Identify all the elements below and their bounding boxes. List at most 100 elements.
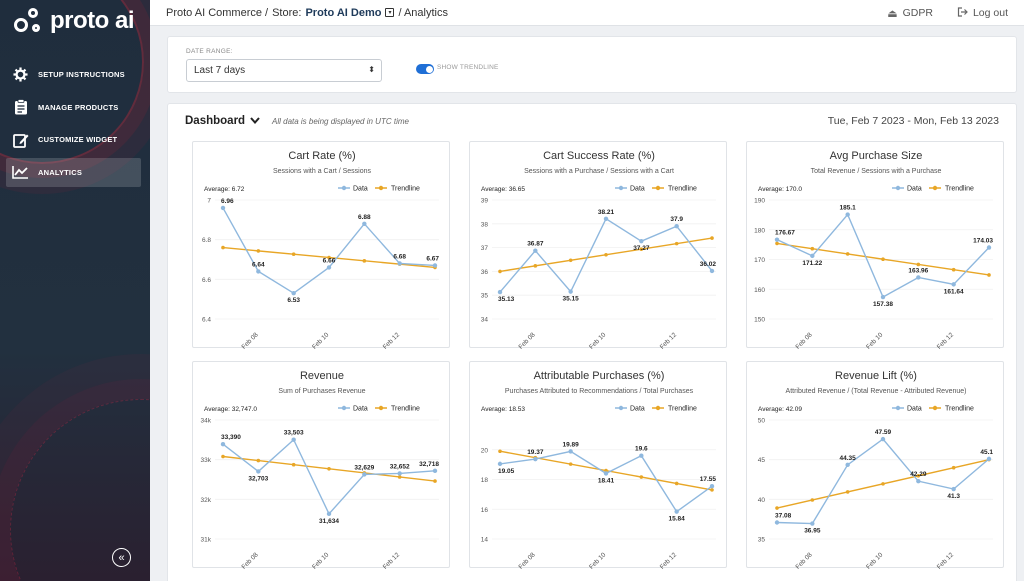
data-point[interactable] <box>220 441 226 447</box>
x-tick-label: Feb 08 <box>794 331 814 349</box>
breadcrumb-store[interactable]: Proto AI Demo <box>305 6 382 19</box>
trend-point <box>674 481 679 486</box>
y-tick-label: 6.4 <box>202 317 211 324</box>
dashboard-title[interactable]: Dashboard <box>185 115 260 127</box>
legend-trend-label: Trendline <box>668 406 697 413</box>
trend-point <box>639 475 644 479</box>
data-point[interactable] <box>639 238 644 244</box>
chart-avg-purchase-size: Avg Purchase Size Total Revenue / Session… <box>746 141 1004 349</box>
legend-trend-marker <box>932 185 938 191</box>
breadcrumb-app[interactable]: Proto AI Commerce / <box>166 6 269 19</box>
data-point[interactable] <box>951 486 956 492</box>
store-dropdown-icon[interactable]: ▾ <box>385 8 395 17</box>
chart-legend[interactable]: Data Trendline <box>338 406 420 413</box>
data-point[interactable] <box>709 483 715 489</box>
data-point[interactable] <box>986 456 992 462</box>
data-point[interactable] <box>916 275 921 280</box>
data-point[interactable] <box>291 437 296 442</box>
sidebar-item-analytics[interactable]: ANALYTICS <box>6 157 141 187</box>
data-point[interactable] <box>810 521 815 526</box>
data-point[interactable] <box>674 223 679 229</box>
legend-data-label: Data <box>630 186 645 193</box>
trendline-toggle[interactable] <box>416 64 434 74</box>
trend-point <box>951 465 956 470</box>
data-point[interactable] <box>362 472 367 477</box>
data-point[interactable] <box>845 462 850 468</box>
chart-svg: Attributable Purchases (%) Purchases Attr… <box>481 370 717 569</box>
trend-point <box>710 236 714 240</box>
data-point[interactable] <box>674 509 679 514</box>
chart-subtitle: Sum of Purchases Revenue <box>278 388 365 395</box>
data-point[interactable] <box>497 289 503 295</box>
data-point[interactable] <box>603 216 609 222</box>
data-point[interactable] <box>533 248 538 253</box>
chart-subtitle: Sessions with a Purchase / Sessions with… <box>524 168 674 175</box>
sidebar-item-setup-instructions[interactable]: SETUP INSTRUCTIONS <box>6 60 141 89</box>
legend-trend-label: Trendline <box>391 406 420 413</box>
data-point[interactable] <box>326 265 332 270</box>
data-point[interactable] <box>916 478 921 484</box>
data-point[interactable] <box>362 221 367 226</box>
chart-legend[interactable]: Data Trendline <box>338 186 420 193</box>
data-point[interactable] <box>291 291 296 296</box>
sidebar-nav: SETUP INSTRUCTIONS MANAGE PRODUCTS CUSTO… <box>6 60 141 190</box>
data-point[interactable] <box>397 261 402 266</box>
legend-data-label: Data <box>907 186 922 193</box>
data-point[interactable] <box>810 253 815 259</box>
data-label: 163.96 <box>908 267 928 274</box>
trend-point <box>710 488 714 492</box>
sidebar-item-customize-widget[interactable]: CUSTOMIZE WIDGET <box>6 125 141 154</box>
data-point[interactable] <box>432 468 438 474</box>
sidebar: proto ai SETUP INSTRUCTIONS MANAGE PRODU… <box>0 0 150 581</box>
data-point[interactable] <box>568 289 573 294</box>
data-point[interactable] <box>880 436 886 442</box>
data-point[interactable] <box>533 456 538 462</box>
data-point[interactable] <box>639 453 644 458</box>
logout-link[interactable]: Log out <box>957 6 1008 20</box>
data-label: 33,503 <box>284 430 304 437</box>
data-label: 17.55 <box>700 476 717 483</box>
chart-average: Average: 6.72 <box>204 186 245 193</box>
data-point[interactable] <box>951 282 956 287</box>
data-point[interactable] <box>326 511 332 517</box>
data-point[interactable] <box>709 268 715 274</box>
double-chevron-left-icon: « <box>118 551 125 564</box>
logo-text: proto ai <box>50 7 135 34</box>
data-point[interactable] <box>256 469 261 474</box>
data-point[interactable] <box>986 245 992 250</box>
data-point[interactable] <box>432 263 438 268</box>
sidebar-item-label: MANAGE PRODUCTS <box>38 102 119 112</box>
data-label: 36.87 <box>527 241 544 248</box>
data-point[interactable] <box>603 471 609 476</box>
data-point[interactable] <box>880 294 886 300</box>
data-label: 36.02 <box>700 261 717 268</box>
data-point[interactable] <box>497 461 503 467</box>
date-range-select[interactable]: Last 7 days ⬍ <box>186 59 382 82</box>
chart-cart-success-rate: Cart Success Rate (%) Sessions with a Pur… <box>469 141 727 349</box>
legend-data-marker <box>895 405 901 411</box>
y-tick-label: 34 <box>481 317 489 324</box>
data-point[interactable] <box>256 269 261 274</box>
data-point[interactable] <box>845 212 850 217</box>
date-range-value: Last 7 days <box>194 65 246 76</box>
data-point[interactable] <box>774 520 780 525</box>
gdpr-link[interactable]: ⏏ GDPR <box>887 7 933 20</box>
data-label: 45.1 <box>980 449 993 456</box>
legend-data-marker <box>341 405 347 411</box>
data-point[interactable] <box>220 205 226 211</box>
chart-legend[interactable]: Data Trendline <box>892 406 974 413</box>
data-point[interactable] <box>774 237 780 242</box>
chart-legend[interactable]: Data Trendline <box>615 186 697 193</box>
collapse-sidebar-button[interactable]: « <box>112 548 131 567</box>
legend-trend-marker <box>378 185 384 191</box>
chart-legend[interactable]: Data Trendline <box>615 406 697 413</box>
chart-subtitle: Total Revenue / Sessions with a Purchase <box>811 168 942 175</box>
chart-legend[interactable]: Data Trendline <box>892 186 974 193</box>
chart-average: Average: 42.09 <box>758 406 802 413</box>
logo[interactable]: proto ai <box>14 6 135 36</box>
sidebar-item-manage-products[interactable]: MANAGE PRODUCTS <box>6 93 141 122</box>
y-tick-label: 6.6 <box>202 277 211 284</box>
trend-point <box>951 267 956 272</box>
data-point[interactable] <box>397 471 402 476</box>
data-point[interactable] <box>568 449 573 454</box>
